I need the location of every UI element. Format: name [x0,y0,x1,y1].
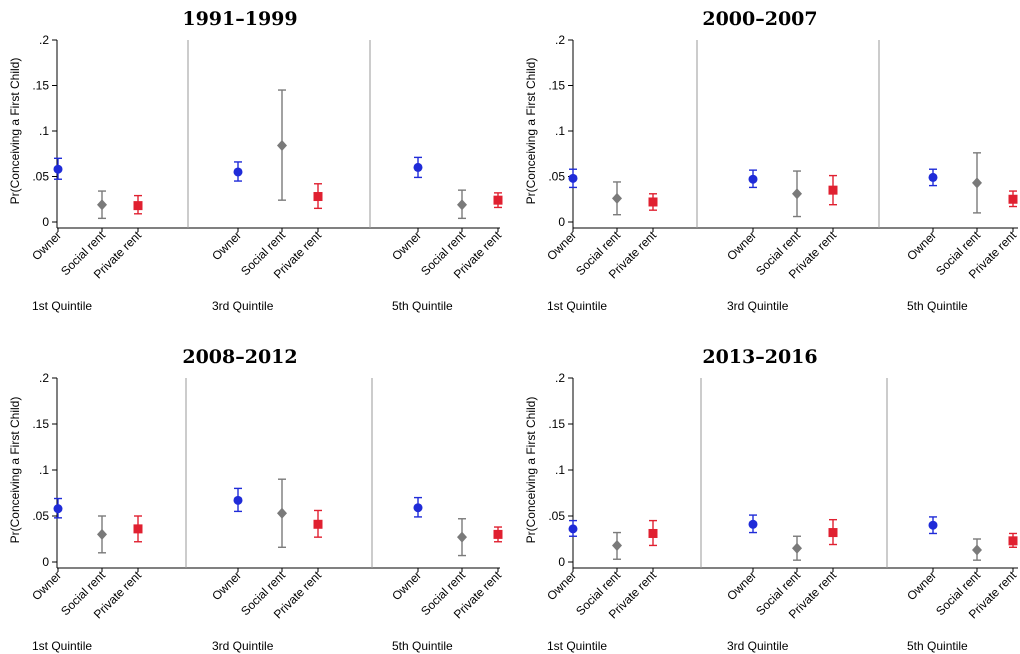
x-tick-label-owner: Owner [29,228,64,263]
point-1st-quintile-social-rent [612,539,622,551]
point-5th-quintile-owner [413,162,423,172]
point-5th-quintile-social-rent [972,544,982,556]
panel-title: 1991–1999 [182,8,297,30]
panel-2000-2007: 2000–2007 .2 .15 .1 .05 0 Pr(Conceiving a Firs… [524,8,1020,313]
x-tick-label-owner: Owner [29,568,64,603]
point-1st-quintile-social-rent [612,192,622,204]
point-3rd-quintile-private-rent [828,528,838,538]
y-tick-label: .2 [555,33,565,47]
point-3rd-quintile-owner [748,174,758,184]
y-axis-label: Pr(Conceiving a First Child) [524,397,538,544]
x-tick-label-owner: Owner [544,228,579,263]
point-3rd-quintile-private-rent [313,192,323,202]
y-tick-label: .05 [548,170,565,184]
point-3rd-quintile-owner [233,167,243,177]
y-tick-label: .1 [39,124,49,138]
y-tick-label: .2 [39,371,49,385]
point-3rd-quintile-private-rent [828,185,838,195]
point-1st-quintile-owner [53,164,63,174]
group-label: 1st Quintile [32,299,92,313]
y-tick-label: .05 [32,509,49,523]
point-5th-quintile-owner [928,172,938,182]
point-1st-quintile-private-rent [648,197,658,207]
point-3rd-quintile-social-rent [792,542,802,554]
x-tick-label-owner: Owner [544,568,579,603]
y-axis-label: Pr(Conceiving a First Child) [8,58,22,205]
point-5th-quintile-social-rent [972,177,982,189]
y-tick-label: .1 [555,463,565,477]
point-5th-quintile-social-rent [457,531,467,543]
point-3rd-quintile-social-rent [277,507,287,519]
y-tick-label: .05 [548,509,565,523]
y-tick-label: 0 [42,555,49,569]
x-tick-label-owner: Owner [209,228,244,263]
point-5th-quintile-owner [928,520,938,530]
x-tick-label-owner: Owner [389,568,424,603]
point-1st-quintile-social-rent [97,528,107,540]
y-axis-label: Pr(Conceiving a First Child) [524,58,538,205]
y-tick-label: 0 [558,555,565,569]
panel-title: 2013–2016 [702,346,817,368]
y-tick-label: .15 [32,417,49,431]
y-tick-label: .15 [548,417,565,431]
group-label: 1st Quintile [547,299,607,313]
panel-title: 2008–2012 [182,346,297,368]
point-1st-quintile-private-rent [133,524,143,534]
point-1st-quintile-social-rent [97,199,107,211]
group-label: 3rd Quintile [212,639,274,653]
y-tick-label: 0 [42,215,49,229]
group-label: 5th Quintile [392,299,453,313]
point-1st-quintile-private-rent [133,201,143,211]
y-tick-label: .15 [548,79,565,93]
group-label: 5th Quintile [907,299,968,313]
x-tick-label-owner: Owner [904,568,939,603]
point-3rd-quintile-social-rent [277,140,287,152]
point-3rd-quintile-social-rent [792,188,802,200]
y-tick-label: 0 [558,215,565,229]
panel-1991-1999: 1991–1999 .2 .15 .1 .05 0 Pr(Conceiving a Firs… [8,8,505,313]
point-3rd-quintile-private-rent [313,519,323,529]
point-1st-quintile-owner [568,173,578,183]
group-label: 1st Quintile [547,639,607,653]
x-tick-label-owner: Owner [389,228,424,263]
point-1st-quintile-owner [568,524,578,534]
x-tick-label-owner: Owner [209,568,244,603]
point-5th-quintile-owner [413,503,423,513]
point-3rd-quintile-owner [233,495,243,505]
group-label: 5th Quintile [907,639,968,653]
point-3rd-quintile-owner [748,519,758,529]
y-tick-label: .1 [555,124,565,138]
y-tick-label: .15 [32,79,49,93]
point-5th-quintile-private-rent [1008,536,1018,546]
point-5th-quintile-private-rent [493,195,503,205]
panel-2008-2012: 2008–2012 .2 .15 .1 .05 0 Pr(Conceiving a Firs… [8,346,505,653]
point-1st-quintile-private-rent [648,528,658,538]
panel-2013-2016: 2013–2016 .2 .15 .1 .05 0 Pr(Conceiving a Firs… [524,346,1020,653]
group-label: 1st Quintile [32,639,92,653]
x-tick-label-owner: Owner [904,228,939,263]
x-tick-label-owner: Owner [724,228,759,263]
group-label: 3rd Quintile [727,299,789,313]
point-5th-quintile-private-rent [493,529,503,539]
group-label: 3rd Quintile [212,299,274,313]
x-tick-label-owner: Owner [724,568,759,603]
y-axis-label: Pr(Conceiving a First Child) [8,397,22,544]
y-tick-label: .2 [555,371,565,385]
group-label: 5th Quintile [392,639,453,653]
point-1st-quintile-owner [53,504,63,514]
point-5th-quintile-social-rent [457,199,467,211]
y-tick-label: .05 [32,170,49,184]
panel-title: 2000–2007 [702,8,817,30]
y-tick-label: .2 [39,33,49,47]
group-label: 3rd Quintile [727,639,789,653]
point-5th-quintile-private-rent [1008,194,1018,204]
y-tick-label: .1 [39,463,49,477]
